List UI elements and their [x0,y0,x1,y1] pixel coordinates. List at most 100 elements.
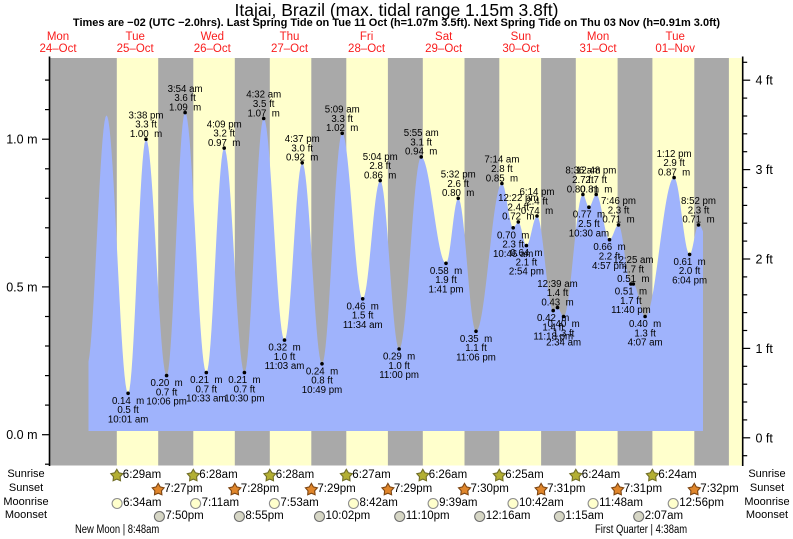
svg-text:5:09 am: 5:09 am [325,105,360,116]
svg-text:0.5 ft: 0.5 ft [117,405,139,416]
svg-text:0.32 m: 0.32 m [268,343,300,354]
svg-text:4:57 pm: 4:57 pm [592,261,627,272]
svg-text:3.5 ft: 3.5 ft [253,99,275,110]
svg-text:0.77 m: 0.77 m [573,210,605,221]
svg-text:2:54 pm: 2:54 pm [509,267,544,278]
svg-text:0.43 m: 0.43 m [541,297,573,308]
svg-text:0.64 m: 0.64 m [510,248,542,259]
svg-text:10:49 pm: 10:49 pm [302,385,342,396]
svg-text:1.5 ft: 1.5 ft [352,311,374,322]
svg-text:1:41 pm: 1:41 pm [428,284,463,295]
svg-text:1.3 ft: 1.3 ft [553,328,575,339]
svg-text:1.7 ft: 1.7 ft [623,265,645,276]
svg-text:0.80 m: 0.80 m [442,188,474,199]
svg-text:0.80 m: 0.80 m [567,184,599,195]
svg-text:0.7 ft: 0.7 ft [196,384,218,395]
svg-text:0.94 m: 0.94 m [405,147,437,158]
svg-text:1.7 ft: 1.7 ft [620,296,642,307]
svg-text:1.07 m: 1.07 m [248,108,280,119]
svg-text:10:01 am: 10:01 am [108,414,148,425]
svg-text:11:06 pm: 11:06 pm [456,352,496,363]
svg-text:1:12 pm: 1:12 pm [657,149,692,160]
svg-text:12:22 pm: 12:22 pm [498,193,538,204]
svg-text:11:40 pm: 11:40 pm [611,305,651,316]
svg-text:1.3 ft: 1.3 ft [634,328,656,339]
svg-text:0.29 m: 0.29 m [383,352,415,363]
svg-text:0.7 ft: 0.7 ft [156,387,178,398]
svg-text:3.2 ft: 3.2 ft [213,129,235,140]
svg-text:0.66 m: 0.66 m [593,242,625,253]
svg-text:1.0 ft: 1.0 ft [274,352,296,363]
svg-text:3.3 ft: 3.3 ft [331,114,353,125]
svg-text:2.5 ft: 2.5 ft [578,219,600,230]
svg-text:10:33 am: 10:33 am [186,394,226,405]
svg-text:0.51 m: 0.51 m [615,287,647,298]
svg-text:4:07 am: 4:07 am [628,338,663,349]
svg-text:3:38 pm: 3:38 pm [128,110,163,121]
svg-text:0.42 m: 0.42 m [537,313,569,324]
svg-text:0.92 m: 0.92 m [286,153,318,164]
svg-text:6:04 pm: 6:04 pm [672,276,707,287]
svg-text:2.3 ft: 2.3 ft [688,205,710,216]
svg-text:3.0 ft: 3.0 ft [291,143,313,154]
svg-text:0.14 m: 0.14 m [112,396,144,407]
svg-text:7:46 pm: 7:46 pm [601,196,636,207]
svg-text:10:06 pm: 10:06 pm [146,397,186,408]
svg-text:12:48 pm: 12:48 pm [576,166,616,177]
svg-text:2.9 ft: 2.9 ft [663,158,685,169]
svg-text:0.85 m: 0.85 m [486,173,518,184]
svg-text:0.86 m: 0.86 m [364,170,396,181]
svg-text:0.87 m: 0.87 m [658,167,690,178]
svg-text:7:14 am: 7:14 am [484,155,519,166]
svg-text:0.46 m: 0.46 m [347,301,379,312]
svg-text:4:09 pm: 4:09 pm [207,119,242,130]
svg-text:1.00 m: 1.00 m [130,129,162,140]
svg-text:3 ft: 3 ft [756,163,774,177]
svg-text:0.71 m: 0.71 m [602,215,634,226]
svg-text:0.24 m: 0.24 m [306,366,338,377]
svg-text:8:36 am: 8:36 am [565,166,600,177]
svg-text:1.4 ft: 1.4 ft [542,322,564,333]
svg-text:0.74 m: 0.74 m [521,206,553,217]
svg-text:11:18 pm: 11:18 pm [533,332,573,343]
svg-text:11:00 pm: 11:00 pm [379,370,419,381]
svg-text:0.71 m: 0.71 m [682,215,714,226]
svg-text:1.9 ft: 1.9 ft [435,275,457,286]
svg-text:0.20 m: 0.20 m [150,378,182,389]
svg-text:2.8 ft: 2.8 ft [491,164,513,175]
svg-text:4:37 pm: 4:37 pm [285,134,320,145]
svg-text:4 ft: 4 ft [756,74,774,88]
svg-text:0.51 m: 0.51 m [617,274,649,285]
svg-text:1.1 ft: 1.1 ft [465,343,487,354]
svg-text:1 ft: 1 ft [756,342,774,356]
svg-text:2.6 ft: 2.6 ft [447,179,469,190]
svg-text:1.0 m: 1.0 m [6,133,37,147]
svg-text:2.3 ft: 2.3 ft [608,205,630,216]
svg-text:11:34 am: 11:34 am [343,320,383,331]
svg-text:0.40 m: 0.40 m [629,319,661,330]
svg-text:2.8 ft: 2.8 ft [369,161,391,172]
svg-text:0.72 m: 0.72 m [502,212,534,223]
svg-text:1.0 ft: 1.0 ft [388,361,410,372]
svg-text:0.61 m: 0.61 m [673,257,705,268]
svg-text:1.02 m: 1.02 m [326,123,358,134]
svg-text:0.40 m: 0.40 m [547,319,579,330]
svg-text:10:30 pm: 10:30 pm [224,394,264,405]
svg-text:10:46 am: 10:46 am [493,249,533,260]
svg-text:0.8 ft: 0.8 ft [311,376,333,387]
svg-text:0.70 m: 0.70 m [497,230,529,241]
svg-text:0.5 m: 0.5 m [6,280,37,294]
svg-text:11:03 am: 11:03 am [265,361,305,372]
svg-text:2.0 ft: 2.0 ft [679,266,701,277]
svg-text:8:52 pm: 8:52 pm [681,196,716,207]
svg-text:5:55 am: 5:55 am [404,128,439,139]
svg-text:2.1 ft: 2.1 ft [516,257,538,268]
svg-text:2.2 ft: 2.2 ft [599,252,621,263]
svg-text:5:04 pm: 5:04 pm [363,152,398,163]
svg-text:4:32 am: 4:32 am [246,90,281,101]
svg-text:0.81 m: 0.81 m [580,184,612,195]
svg-text:2.7 ft: 2.7 ft [585,175,607,186]
svg-text:2:34 am: 2:34 am [546,338,581,349]
svg-text:2.4 ft: 2.4 ft [526,197,548,208]
svg-text:3:54 am: 3:54 am [168,84,203,95]
